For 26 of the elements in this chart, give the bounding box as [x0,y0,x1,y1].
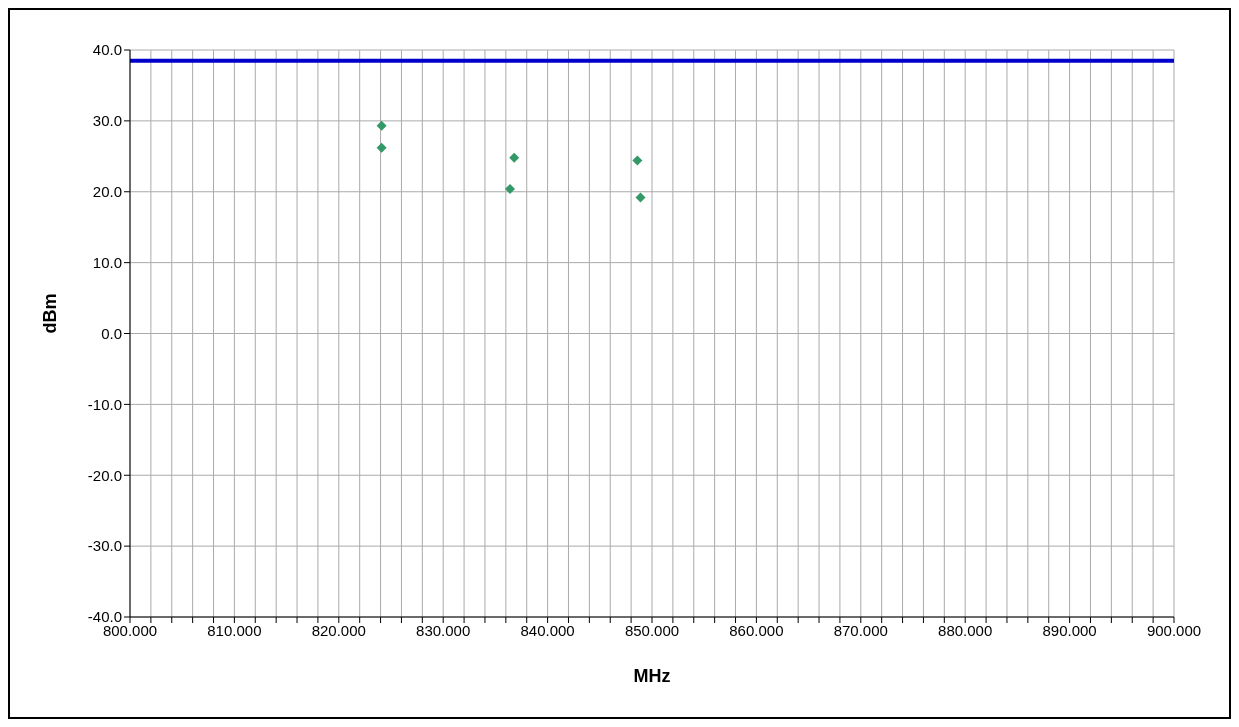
x-tick-label: 870.000 [833,621,888,639]
point [505,183,516,194]
y-axis-title: dBm [40,293,61,334]
y-tick-label: -20.0 [87,466,122,484]
x-tick-label: 890.000 [1042,621,1097,639]
point [509,152,520,163]
point [632,155,643,166]
point [635,192,646,203]
x-tick-label: 810.000 [207,621,262,639]
x-tick-label: 830.000 [416,621,471,639]
y-tick-label: 20.0 [92,183,122,201]
y-tick-label: -30.0 [87,537,122,555]
y-tick-label: 10.0 [92,253,122,271]
x-tick-label: 860.000 [729,621,784,639]
x-tick-label: 850.000 [624,621,680,639]
x-tick-label: 880.000 [938,621,993,639]
x-tick-label: 840.000 [520,621,575,639]
x-axis-title: MHz [633,666,671,686]
x-tick-label: 900.000 [1146,621,1202,639]
y-tick-label: 30.0 [92,112,122,130]
x-tick-label: 820.000 [311,621,366,639]
point [376,142,387,153]
y-tick-label: 40.0 [92,41,122,59]
y-tick-label: -10.0 [87,395,122,413]
point [376,120,387,131]
y-tick-label: 0.0 [101,324,122,342]
